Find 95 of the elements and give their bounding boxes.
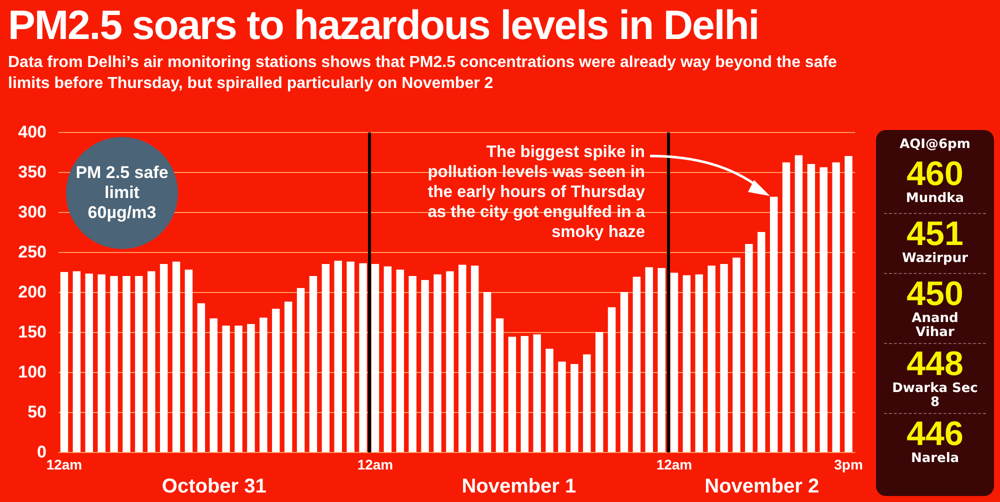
bar xyxy=(496,318,504,452)
bar xyxy=(533,334,542,452)
bar xyxy=(98,274,106,452)
bar xyxy=(408,276,417,452)
bar xyxy=(197,303,206,452)
bar xyxy=(247,324,255,452)
bar xyxy=(222,326,230,452)
bar xyxy=(471,266,479,452)
bar xyxy=(546,348,554,452)
bar xyxy=(260,318,268,452)
bar xyxy=(384,266,392,452)
bar xyxy=(484,292,492,452)
bar xyxy=(708,266,716,452)
text: Mundka xyxy=(904,191,966,206)
bar xyxy=(110,276,118,452)
bar xyxy=(446,271,454,452)
bar xyxy=(758,232,766,452)
bar xyxy=(284,302,292,452)
bar xyxy=(148,271,156,452)
x-tick-label: 12am xyxy=(358,456,394,472)
bar xyxy=(160,264,168,452)
circle-badge: PM 2.5 safe limit 60µg/m3 xyxy=(66,137,178,249)
text: 460 xyxy=(906,155,964,193)
bar xyxy=(670,272,678,452)
x-axis-title: November 2 xyxy=(704,476,820,498)
bar xyxy=(620,292,628,452)
text: 448 xyxy=(906,345,964,383)
chart-title: PM2.5 soars to hazardous levels in Delhi xyxy=(8,2,759,49)
y-tick-label: 0 xyxy=(37,442,46,462)
x-axis-title: November 1 xyxy=(462,476,576,498)
y-tick-label: 250 xyxy=(18,242,46,262)
y-tick-label: 50 xyxy=(28,402,46,422)
bar xyxy=(583,354,591,452)
text: 450 xyxy=(906,275,964,313)
bar xyxy=(794,155,803,452)
y-tick-label: 400 xyxy=(18,122,46,142)
bar xyxy=(434,274,442,452)
bar xyxy=(296,288,305,452)
bar xyxy=(122,276,130,452)
text: 446 xyxy=(906,415,964,453)
bar xyxy=(807,164,816,452)
bar xyxy=(745,244,753,452)
text: Dwarka Sec 8 xyxy=(891,381,979,410)
bar xyxy=(596,332,604,452)
bar xyxy=(770,196,778,452)
x-tick-label: 12am xyxy=(46,456,82,472)
bar xyxy=(135,276,143,452)
text: Data from Delhi’s air monitoring stations shows that PM2.5 concentrations were already way beyond the safe limits before Thursday, but spiralled particularly on November 2 xyxy=(8,53,838,94)
bar xyxy=(682,275,691,452)
bar xyxy=(820,167,828,452)
y-tick-label: 300 xyxy=(18,202,46,222)
bar xyxy=(72,271,81,452)
bar xyxy=(309,276,318,452)
bar xyxy=(346,262,354,452)
text: Wazirpur xyxy=(900,251,970,266)
bar xyxy=(832,162,840,452)
bar xyxy=(210,318,218,452)
bar xyxy=(732,258,740,452)
annotation: The biggest spike in pollution levels was seen in the early hours of Thursday as the city got engulfed in a smoky haze xyxy=(426,142,645,242)
bar xyxy=(359,263,367,452)
text: Anand Vihar xyxy=(910,311,960,340)
bar xyxy=(633,276,641,452)
x-tick-label: 3pm xyxy=(834,456,863,472)
bar xyxy=(234,326,242,452)
bar xyxy=(421,280,430,452)
bar xyxy=(558,362,566,452)
bar xyxy=(521,336,529,452)
y-tick-label: 200 xyxy=(18,282,46,302)
x-axis-title: October 31 xyxy=(162,476,266,498)
text: AQI@6pm xyxy=(898,137,972,152)
text: Narela xyxy=(910,451,960,466)
bar xyxy=(458,264,466,452)
bar xyxy=(508,336,516,452)
bar xyxy=(334,260,342,452)
bar xyxy=(172,262,180,452)
bar xyxy=(608,307,616,452)
text: 451 xyxy=(906,215,964,253)
bar xyxy=(570,364,579,452)
bar xyxy=(782,162,790,452)
y-tick-label: 150 xyxy=(18,322,46,342)
bar xyxy=(322,264,330,452)
bar xyxy=(695,274,704,452)
bar xyxy=(646,267,654,452)
bar xyxy=(844,156,852,452)
y-tick-label: 350 xyxy=(18,162,46,182)
bar xyxy=(184,270,193,452)
bar xyxy=(85,274,93,452)
bar xyxy=(60,272,68,452)
x-tick-label: 12am xyxy=(656,456,692,472)
bar xyxy=(372,264,380,452)
bar xyxy=(720,264,728,452)
bar xyxy=(272,308,280,452)
bar xyxy=(658,268,666,452)
y-tick-label: 100 xyxy=(18,362,46,382)
bar xyxy=(396,270,404,452)
